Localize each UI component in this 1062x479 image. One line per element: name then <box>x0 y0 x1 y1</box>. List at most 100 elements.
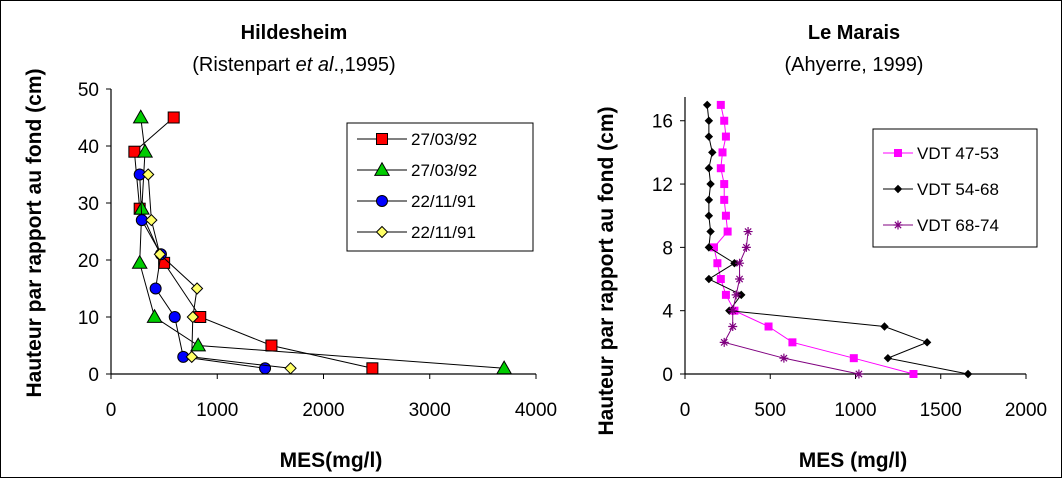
chart2-y-tick-label: 12 <box>652 175 673 196</box>
chart2-y-tick-label: 8 <box>662 238 673 259</box>
chart1-x-tick-label: 2000 <box>302 400 344 421</box>
chart2-series-1-point <box>788 338 797 347</box>
chart2-series-1-point <box>721 132 730 141</box>
chart2-series-2-point <box>737 290 746 300</box>
chart2-series-1-point <box>721 211 730 220</box>
chart2-series-1-point <box>716 275 725 284</box>
chart1-x-axis-label: MES(mg/l) <box>280 449 383 472</box>
chart2-series-1-point <box>723 227 732 236</box>
chart2-series-1-point <box>720 195 729 204</box>
chart1-series-1-point <box>265 339 278 352</box>
chart2-x-tick-label: 1000 <box>834 400 876 421</box>
chart1-legend-label: 27/03/92 <box>411 130 477 149</box>
chart2-x-tick-label: 2000 <box>1005 400 1047 421</box>
chart2-legend-swatch-marker <box>893 220 903 230</box>
chart2-y-tick-label: 4 <box>662 302 673 323</box>
chart1-series-3 <box>133 168 272 375</box>
chart2-legend-label: VDT 68-74 <box>917 216 999 235</box>
chart1-series-3-line <box>139 174 266 369</box>
chart2-series-3-point <box>735 258 745 268</box>
chart2-x-tick-label: 1500 <box>920 400 962 421</box>
chart2-series-1-point <box>720 116 729 125</box>
chart2-legend: VDT 47-53 VDT 54-68 VDT 68-74 <box>872 128 1038 248</box>
chart1-series-2-point <box>190 337 207 352</box>
chart2-series-3-point <box>728 306 738 316</box>
chart1-x-tick-label: 3000 <box>409 400 451 421</box>
chart2-legend-swatch-marker <box>894 149 902 157</box>
chart2-series-1-point <box>764 322 773 331</box>
chart1-y-axis-label: Hauteur par rapport au fond (cm) <box>23 68 46 397</box>
chart2-plot-area: 0 500 1000 1500 2000 0 4 8 12 16 VDT 47-53 VDT 54-6… <box>652 97 1047 421</box>
chart2-series-1-point <box>718 148 727 157</box>
chart1-y-tick-label: 50 <box>78 80 99 101</box>
chart1-x-tick-label: 4000 <box>515 400 557 421</box>
chart2-series-2-point <box>963 369 973 379</box>
chart1-series-1-line <box>133 117 373 369</box>
chart2-series-1-point <box>716 100 725 109</box>
chart1-series-3-point <box>168 311 181 323</box>
chart1-legend: 27/03/92 27/03/92 22/11/91 22/11/91 <box>346 122 534 252</box>
chart2-series-1-point <box>909 370 918 378</box>
chart1-y-tick-label: 20 <box>78 251 99 272</box>
chart2-x-axis-label: MES (mg/l) <box>799 449 908 472</box>
chart2-series-3-point <box>779 353 789 363</box>
chart1-series-1 <box>128 111 379 375</box>
chart1-series-4-point <box>186 310 200 324</box>
chart1-series-2-point <box>132 109 149 124</box>
chart1-legend-swatch-marker <box>376 133 388 145</box>
chart2-series-1-point <box>716 164 725 173</box>
chart1-y-tick-label: 0 <box>88 365 99 386</box>
chart1-x-tick-label: 1000 <box>196 400 238 421</box>
chart2-y-tick-label: 16 <box>652 112 673 133</box>
chart2-series-1 <box>709 100 918 378</box>
chart1-series-4-point <box>145 213 158 227</box>
chart2-series-2-point <box>702 100 712 110</box>
chart2-y-axis-label: Hauteur par rapport au fond (cm) <box>595 106 618 435</box>
chart2-series-2-point <box>730 258 739 268</box>
chart1-series-4-point <box>284 362 297 375</box>
chart2-series-3-point <box>728 322 738 332</box>
chart2-series-2-point <box>704 211 714 220</box>
chart1-series-1-point <box>128 145 141 158</box>
chart1-subtitle-part3: .,1995) <box>333 54 395 76</box>
chart2-series-2-point <box>706 179 715 189</box>
chart2-series-1-point <box>713 259 722 268</box>
chart2-legend-label: VDT 54-68 <box>917 180 999 199</box>
chart2-x-tick-label: 0 <box>680 400 691 421</box>
chart2-series-2-point <box>708 148 717 157</box>
chart2-series-3-point <box>735 274 745 284</box>
chart1-y-tick-label: 30 <box>78 194 99 215</box>
chart2-legend-label: VDT 47-53 <box>917 144 999 163</box>
chart2-series-3-point <box>854 369 864 379</box>
chart2-series-2-point <box>922 338 932 347</box>
chart2-legend-swatch-marker <box>893 184 903 194</box>
chart1-title: Hildesheim <box>241 22 348 44</box>
chart2-series-2-point <box>704 164 714 173</box>
chart2-series-3-point <box>743 227 753 237</box>
chart1-series-4-point <box>190 282 204 295</box>
chart2-series-1-point <box>720 180 729 189</box>
chart1-series-2-point <box>136 143 154 158</box>
chart2-series-3 <box>719 227 864 379</box>
chart1-series-4-point <box>185 350 198 364</box>
chart2-series-2-point <box>704 195 714 205</box>
chart1-y-tick-label: 10 <box>78 308 99 329</box>
chart2-x-tick-label: 500 <box>754 400 786 421</box>
chart1-legend-swatch-marker <box>376 195 388 207</box>
chart2-series-2-point <box>704 274 714 284</box>
chart1-series-4-point <box>141 168 155 181</box>
chart1-y-tick-label: 40 <box>78 137 99 158</box>
chart2-series-3-line <box>723 231 860 375</box>
chart1-series-4-point <box>153 248 167 261</box>
chart1-legend-label: 22/11/91 <box>411 223 476 242</box>
chart2-series-2-point <box>883 353 893 363</box>
chart2-series-3-point <box>741 242 751 252</box>
chart1-series-2-point <box>146 308 163 323</box>
chart1-legend-label: 22/11/91 <box>411 192 476 211</box>
chart2-series-2-point <box>704 116 714 125</box>
chart2-subtitle: (Ahyerre, 1999) <box>785 54 924 76</box>
chart1-subtitle: (Ristenpart et al.,1995) <box>192 54 395 76</box>
chart1-series-2-point <box>496 360 513 375</box>
